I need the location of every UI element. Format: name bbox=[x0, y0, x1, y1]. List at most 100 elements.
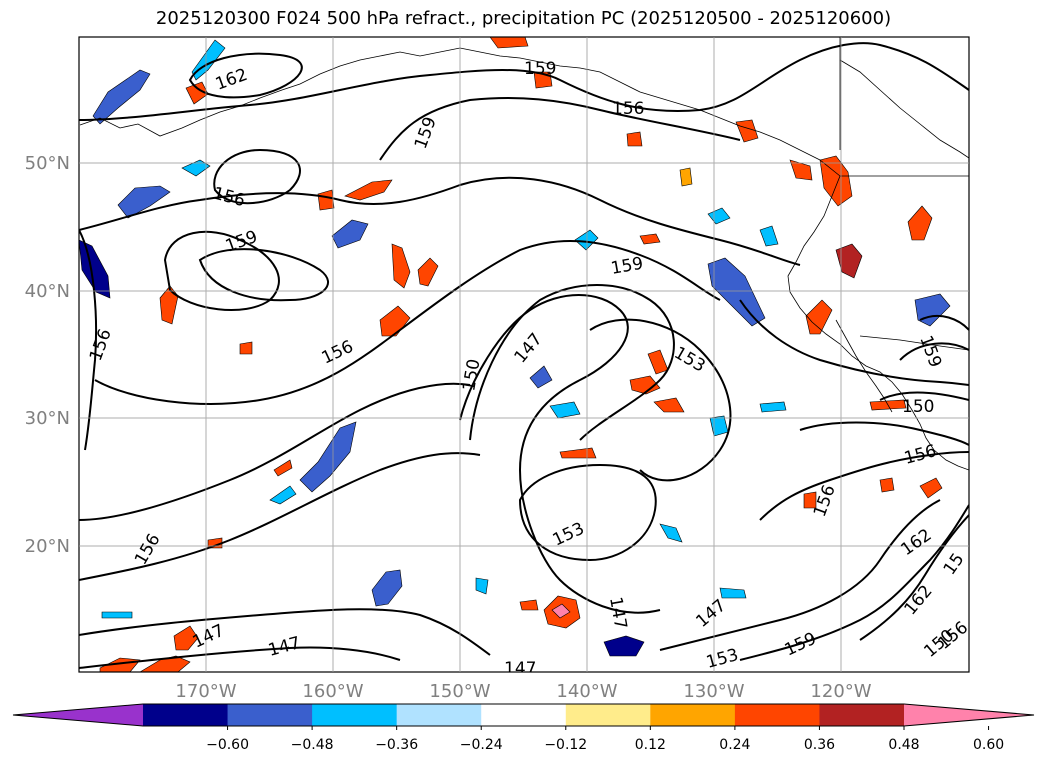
colorbar-ticks: −0.60 −0.48 −0.36 −0.24 −0.12 0.12 0.24 0.36 0.4… bbox=[206, 726, 1004, 753]
contour-162 bbox=[188, 52, 303, 99]
lon-label: 170°W bbox=[175, 681, 236, 702]
precip-patch-negative bbox=[371, 569, 403, 607]
contour-label: 147 bbox=[511, 329, 547, 367]
colorbar-bin bbox=[481, 704, 567, 726]
colorbar-tick-label: −0.48 bbox=[291, 737, 334, 753]
colorbar-tick-label: 0.60 bbox=[973, 737, 1004, 753]
colorbar-tick-label: 0.48 bbox=[888, 737, 919, 753]
contour-label: 15 bbox=[940, 550, 969, 579]
contour-147-s bbox=[79, 646, 401, 669]
contour-147 bbox=[459, 294, 661, 614]
colorbar-tick-label: −0.36 bbox=[375, 737, 418, 753]
contour-156-loop2 bbox=[198, 248, 329, 302]
precip-patch-positive bbox=[879, 477, 895, 493]
precip-patch-negative bbox=[709, 415, 729, 437]
precip-patch-positive bbox=[551, 603, 571, 619]
lon-label: 130°W bbox=[683, 681, 744, 702]
precip-patch-negative bbox=[299, 421, 357, 493]
precip-patch-negative bbox=[719, 587, 747, 599]
contour-159-mid bbox=[79, 176, 801, 266]
colorbar-bin bbox=[312, 704, 398, 726]
contour-156-east bbox=[799, 421, 969, 446]
contour-label: 156 bbox=[211, 184, 248, 212]
colorbar-extend-min bbox=[13, 704, 143, 726]
precip-patch-positive bbox=[647, 349, 669, 375]
contour-label: 150 bbox=[902, 397, 934, 417]
precip-patch-negative bbox=[659, 523, 683, 543]
precip-patch-positive bbox=[789, 159, 813, 181]
lat-label: 30°N bbox=[25, 408, 70, 429]
precip-patch-positive bbox=[344, 179, 393, 201]
precip-patch-positive bbox=[379, 305, 411, 337]
lon-label: 140°W bbox=[556, 681, 617, 702]
contour-label: 147 bbox=[266, 633, 303, 661]
precip-patch-negative bbox=[331, 219, 369, 249]
colorbar-bin bbox=[565, 704, 651, 726]
colorbar bbox=[12, 703, 1035, 727]
precip-patch-positive bbox=[273, 459, 293, 477]
contour-label: 153 bbox=[671, 343, 709, 377]
contour-label: 153 bbox=[704, 645, 741, 673]
precip-patch-positive bbox=[803, 491, 817, 509]
border-us-mexico bbox=[859, 335, 969, 351]
precip-patch-negative bbox=[603, 635, 645, 657]
precip-patch-positive bbox=[907, 205, 933, 241]
contour-153-far-east bbox=[899, 342, 969, 361]
contour-159-east bbox=[739, 299, 969, 386]
contour-153-south bbox=[518, 463, 657, 562]
precip-patch-negative bbox=[549, 401, 581, 419]
contour-153-east bbox=[589, 318, 732, 482]
lat-label: 40°N bbox=[25, 281, 70, 302]
colorbar-tick-label: 0.24 bbox=[719, 737, 750, 753]
colorbar-extend-max bbox=[904, 704, 1034, 726]
precip-patch-positive bbox=[835, 243, 863, 279]
colorbar-outline bbox=[12, 703, 1035, 727]
contour-label: 162 bbox=[213, 65, 250, 95]
contour-156-west bbox=[79, 229, 98, 451]
contour-label: 159 bbox=[609, 254, 644, 279]
contour-156-loop bbox=[213, 148, 301, 205]
precip-patch-positive bbox=[629, 375, 661, 395]
precip-patch-positive bbox=[239, 341, 253, 355]
contour-150-east bbox=[879, 391, 969, 401]
precip-patch-positive bbox=[639, 233, 661, 245]
contour-159-se bbox=[739, 504, 969, 661]
colorbar-tick-label: −0.12 bbox=[544, 737, 587, 753]
lat-label: 50°N bbox=[25, 153, 70, 174]
colorbar-bin bbox=[819, 704, 905, 726]
precip-patch-negative bbox=[269, 485, 297, 505]
contour-label: 159 bbox=[782, 629, 820, 661]
contour-150 bbox=[469, 284, 675, 441]
contour-156-north bbox=[379, 97, 741, 161]
colorbar-bin bbox=[143, 704, 229, 726]
colorbar-tick-label: 0.36 bbox=[804, 737, 835, 753]
contour-label: 147 bbox=[190, 621, 228, 653]
contour-156-se bbox=[759, 451, 969, 521]
contour-label: 159 bbox=[223, 227, 260, 257]
precip-patch-negative bbox=[79, 239, 111, 299]
contour-159-north bbox=[79, 42, 969, 121]
precip-patch-negative bbox=[529, 365, 553, 389]
precip-patch-positive bbox=[626, 131, 643, 147]
map-title: 2025120300 F024 500 hPa refract., precip… bbox=[155, 8, 892, 29]
precip-patch-positive bbox=[735, 119, 759, 143]
colorbar-tick-label: 0.12 bbox=[635, 737, 666, 753]
precip-patch-negative bbox=[914, 293, 951, 327]
contour-147-sw bbox=[79, 608, 491, 656]
colorbar-bin bbox=[396, 704, 482, 726]
precip-patch-positive bbox=[519, 599, 539, 611]
contour-159-loop bbox=[163, 230, 280, 311]
precip-patch-negative bbox=[759, 401, 787, 413]
colorbar-bin bbox=[650, 704, 736, 726]
contour-162-se bbox=[859, 514, 969, 641]
contour-153-sw bbox=[79, 452, 481, 581]
contour-153-se bbox=[659, 499, 941, 651]
contour-label: 159 bbox=[411, 114, 441, 151]
colorbar-tick-label: −0.24 bbox=[460, 737, 503, 753]
precip-patch-positive bbox=[139, 655, 191, 672]
contour-156-far-east bbox=[919, 314, 969, 331]
coastline-west-coast bbox=[787, 175, 969, 471]
precip-patch-negative bbox=[101, 611, 133, 619]
lon-label: 120°W bbox=[810, 681, 871, 702]
